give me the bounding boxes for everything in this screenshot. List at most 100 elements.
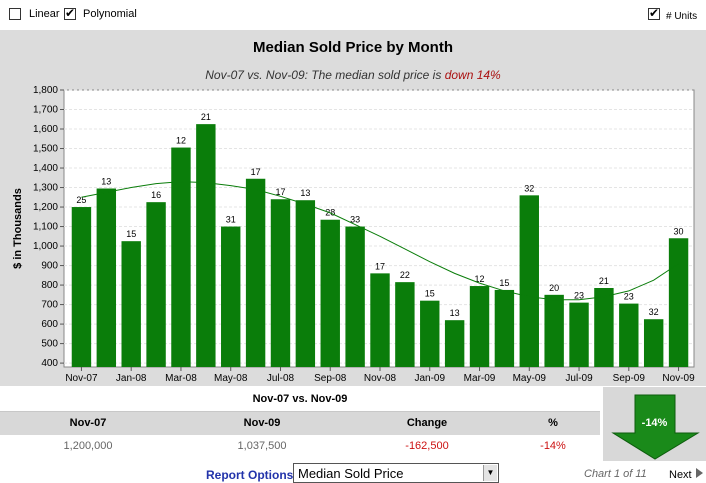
unit-count-label: 22 xyxy=(400,270,410,280)
report-options-link[interactable]: Report Options xyxy=(206,468,294,482)
y-tick-label: 1,100 xyxy=(33,222,58,233)
bar xyxy=(146,202,166,367)
y-tick-label: 600 xyxy=(41,319,58,330)
x-tick-label: May-09 xyxy=(513,373,547,384)
y-tick-label: 1,700 xyxy=(33,105,58,116)
unit-count-label: 33 xyxy=(350,215,360,225)
unit-count-label: 21 xyxy=(599,276,609,286)
linear-label: Linear xyxy=(29,8,60,20)
change-indicator: -14% xyxy=(603,387,706,461)
summary-col-change: Change xyxy=(406,417,448,429)
bar xyxy=(196,124,216,367)
x-tick-label: Jul-09 xyxy=(565,373,593,384)
unit-count-label: 23 xyxy=(574,291,584,301)
summary-end-value: 1,037,500 xyxy=(237,440,287,452)
bar xyxy=(245,178,266,367)
bar xyxy=(121,241,141,367)
summary-header-row: Nov-07 Nov-09 Change % xyxy=(0,412,600,435)
unit-count-label: 30 xyxy=(674,226,684,236)
summary-change-value: -162,500 xyxy=(405,440,449,452)
unit-count-label: 31 xyxy=(226,215,236,225)
unit-count-label: 15 xyxy=(126,229,136,239)
bar xyxy=(444,320,465,367)
bar xyxy=(295,200,316,367)
x-tick-label: Nov-08 xyxy=(364,373,397,384)
unit-count-label: 23 xyxy=(624,292,634,302)
dropdown-arrow-icon[interactable]: ▼ xyxy=(483,465,497,481)
y-tick-label: 1,000 xyxy=(33,241,58,252)
unit-count-label: 15 xyxy=(425,289,435,299)
bar xyxy=(395,282,415,367)
next-link[interactable]: Next xyxy=(669,469,692,481)
summary-table: Nov-07 vs. Nov-09 Nov-07 Nov-09 Change %… xyxy=(0,386,600,461)
bar xyxy=(370,273,390,367)
bar xyxy=(544,294,564,367)
y-tick-label: 1,800 xyxy=(33,85,58,96)
summary-heading: Nov-07 vs. Nov-09 xyxy=(0,386,600,412)
y-axis-label: $ in Thousands xyxy=(12,188,24,269)
change-percent-badge: -14% xyxy=(641,417,668,429)
y-tick-label: 1,200 xyxy=(33,202,58,213)
bar xyxy=(96,188,117,367)
unit-count-label: 32 xyxy=(524,183,534,193)
y-tick-label: 1,600 xyxy=(33,124,58,135)
bar xyxy=(643,319,664,367)
unit-count-label: 13 xyxy=(101,177,111,187)
bar xyxy=(668,238,689,367)
bar xyxy=(221,226,241,367)
summary-col-percent: % xyxy=(548,417,558,429)
polynomial-trendline xyxy=(81,181,679,301)
y-tick-label: 800 xyxy=(41,280,58,291)
bar xyxy=(469,286,490,367)
bar xyxy=(494,289,515,367)
unit-count-label: 13 xyxy=(300,188,310,198)
polynomial-label: Polynomial xyxy=(83,8,137,20)
chart-title: Median Sold Price by Month xyxy=(252,39,454,56)
bar xyxy=(270,199,291,367)
unit-count-label: 25 xyxy=(76,195,86,205)
unit-count-label: 32 xyxy=(649,307,659,317)
bar xyxy=(594,287,614,367)
y-tick-label: 900 xyxy=(41,261,58,272)
linear-checkbox[interactable] xyxy=(9,8,21,20)
chart-subtitle: Nov-07 vs. Nov-09: The median sold price… xyxy=(0,68,706,82)
unit-count-label: 12 xyxy=(176,136,186,146)
report-select-value: Median Sold Price xyxy=(298,466,404,481)
y-tick-label: 700 xyxy=(41,300,58,311)
summary-col-end: Nov-09 xyxy=(243,417,281,429)
chart-plot: 400 500 600 700 800 900 1,000 1,100 1,200 1,300 1,… xyxy=(12,85,695,384)
chart-options-bar: Linear Polynomial # Units xyxy=(0,0,706,30)
unit-count-label: 17 xyxy=(375,261,385,271)
unit-count-label: 21 xyxy=(201,112,211,122)
x-tick-label: Jan-08 xyxy=(116,373,147,384)
x-tick-label: Sep-08 xyxy=(314,373,347,384)
unit-count-label: 16 xyxy=(151,190,161,200)
x-tick-label: Mar-09 xyxy=(464,373,496,384)
unit-count-label: 12 xyxy=(475,274,485,284)
bar xyxy=(320,219,340,367)
bar xyxy=(619,303,639,367)
down-arrow-icon xyxy=(611,394,700,460)
x-tick-label: Nov-09 xyxy=(662,373,695,384)
next-arrow-icon[interactable] xyxy=(696,468,703,478)
units-checkbox[interactable] xyxy=(648,6,660,20)
bar xyxy=(569,302,589,367)
bar xyxy=(171,147,191,367)
y-tick-label: 1,500 xyxy=(33,144,58,155)
unit-count-label: 17 xyxy=(251,167,261,177)
report-select[interactable]: Median Sold Price ▼ xyxy=(293,463,499,483)
unit-count-label: 20 xyxy=(549,283,559,293)
summary-percent-value: -14% xyxy=(540,440,566,452)
bar xyxy=(420,300,440,367)
x-tick-label: Sep-09 xyxy=(613,373,646,384)
summary-start-value: 1,200,000 xyxy=(63,440,113,452)
polynomial-checkbox[interactable] xyxy=(64,6,76,20)
units-label: # Units xyxy=(666,11,698,22)
y-tick-label: 1,300 xyxy=(33,183,58,194)
x-tick-label: Jul-08 xyxy=(267,373,295,384)
unit-count-label: 17 xyxy=(275,187,285,197)
summary-col-start: Nov-07 xyxy=(69,417,107,429)
unit-count-label: 13 xyxy=(450,308,460,318)
x-tick-label: Nov-07 xyxy=(65,373,98,384)
subtitle-text: Nov-07 vs. Nov-09: The median sold price… xyxy=(205,68,445,82)
